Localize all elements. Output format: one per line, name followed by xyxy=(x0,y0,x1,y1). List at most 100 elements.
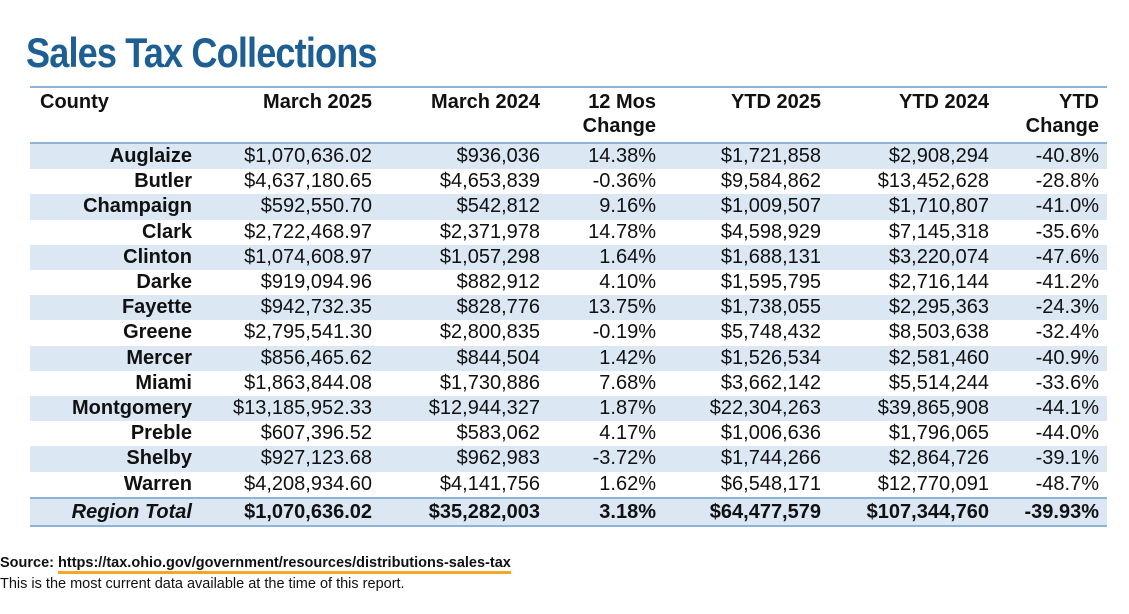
cell-march-2025: $4,637,180.65 xyxy=(200,169,380,195)
cell-march-2025: $1,074,608.97 xyxy=(200,244,380,271)
cell-county: Mercer xyxy=(30,345,200,371)
cell-ytd-2024: $12,770,091 xyxy=(829,471,997,498)
cell-ytd-2025: $1,721,858 xyxy=(664,143,829,170)
cell-ytd-change: -33.6% xyxy=(997,370,1107,397)
cell-12-mos-change: 7.68% xyxy=(548,370,664,397)
cell-ytd-2025: $9,584,862 xyxy=(664,169,829,195)
cell-ytd-2024: $5,514,244 xyxy=(829,370,997,397)
cell-march-2025: $4,208,934.60 xyxy=(200,471,380,498)
cell-ytd-2024: $7,145,318 xyxy=(829,219,997,245)
table-row: Auglaize $1,070,636.02 $936,036 14.38% $1,72… xyxy=(30,143,1107,170)
cell-march-2024: $2,800,835 xyxy=(380,320,548,346)
cell-ytd-2025: $1,526,534 xyxy=(664,345,829,371)
cell-march-2024: $962,983 xyxy=(380,446,548,472)
cell-county: Champaign xyxy=(30,194,200,220)
cell-march-2024: $12,944,327 xyxy=(380,396,548,422)
cell-ytd-change: -41.2% xyxy=(997,270,1107,296)
cell-12-mos-change: 14.38% xyxy=(548,143,664,170)
table-row: Darke $919,094.96 $882,912 4.10% $1,595,795 $… xyxy=(30,270,1107,296)
cell-march-2024: $542,812 xyxy=(380,194,548,220)
cell-ytd-change: -28.8% xyxy=(997,169,1107,195)
cell-march-2024: $882,912 xyxy=(380,270,548,296)
cell-march-2024: $2,371,978 xyxy=(380,219,548,245)
table-body: Auglaize $1,070,636.02 $936,036 14.38% $1,72… xyxy=(30,143,1107,498)
cell-march-2024: $828,776 xyxy=(380,295,548,321)
cell-march-2025: $856,465.62 xyxy=(200,345,380,371)
cell-12-mos-change: -0.36% xyxy=(548,169,664,195)
header-row: County March 2025 March 2024 12 Mos Chan… xyxy=(30,87,1107,143)
region-total-label: Region Total xyxy=(30,497,200,526)
cell-12-mos-change: 4.10% xyxy=(548,270,664,296)
column-header-12-mos-change: 12 Mos Change xyxy=(582,91,656,137)
cell-ytd-change: -40.8% xyxy=(997,143,1107,170)
cell-march-2025: $13,185,952.33 xyxy=(200,396,380,422)
cell-county: Greene xyxy=(30,320,200,346)
cell-march-2024: $844,504 xyxy=(380,345,548,371)
sales-tax-table-container: County March 2025 March 2024 12 Mos Chan… xyxy=(30,86,1107,527)
cell-county: Fayette xyxy=(30,295,200,321)
cell-march-2025: $927,123.68 xyxy=(200,446,380,472)
cell-ytd-change: -24.3% xyxy=(997,295,1107,321)
table-header: County March 2025 March 2024 12 Mos Chan… xyxy=(30,87,1107,143)
table-row: Fayette $942,732.35 $828,776 13.75% $1,738,0… xyxy=(30,295,1107,321)
cell-ytd-change: -44.0% xyxy=(997,421,1107,447)
column-header-ytd-2025: YTD 2025 xyxy=(730,91,821,113)
cell-ytd-2024: $3,220,074 xyxy=(829,244,997,271)
cell-ytd-change: -47.6% xyxy=(997,244,1107,271)
cell-ytd-change: -40.9% xyxy=(997,345,1107,371)
cell-12-mos-change: 4.17% xyxy=(548,421,664,447)
cell-12-mos-change: 13.75% xyxy=(548,295,664,321)
cell-march-2025: $592,550.70 xyxy=(200,194,380,220)
cell-ytd-2025: $5,748,432 xyxy=(664,320,829,346)
cell-march-2024: $583,062 xyxy=(380,421,548,447)
cell-march-2024: $1,730,886 xyxy=(380,370,548,397)
cell-ytd-2025: $1,738,055 xyxy=(664,295,829,321)
table-row: Preble $607,396.52 $583,062 4.17% $1,006,636… xyxy=(30,421,1107,447)
cell-march-2024: $1,057,298 xyxy=(380,244,548,271)
cell-ytd-2025: $1,688,131 xyxy=(664,244,829,271)
page-title: Sales Tax Collections xyxy=(26,29,377,76)
column-header-march-2024: March 2024 xyxy=(431,91,540,113)
cell-12-mos-change: 1.42% xyxy=(548,345,664,371)
cell-ytd-2025: $1,595,795 xyxy=(664,270,829,296)
table-row: Butler $4,637,180.65 $4,653,839 -0.36% $9,58… xyxy=(30,169,1107,195)
column-header-ytd-change: YTD Change xyxy=(1025,91,1099,137)
region-total-march-2024: $35,282,003 xyxy=(380,497,548,526)
cell-march-2024: $4,653,839 xyxy=(380,169,548,195)
cell-ytd-2024: $39,865,908 xyxy=(829,396,997,422)
column-header-march-2025: March 2025 xyxy=(263,91,372,113)
column-header-ytd-2024: YTD 2024 xyxy=(898,91,989,113)
cell-ytd-2025: $4,598,929 xyxy=(664,219,829,245)
source-link[interactable]: https://tax.ohio.gov/government/resource… xyxy=(58,555,511,574)
table-row: Shelby $927,123.68 $962,983 -3.72% $1,744,26… xyxy=(30,446,1107,472)
cell-ytd-change: -35.6% xyxy=(997,219,1107,245)
cell-ytd-2024: $2,295,363 xyxy=(829,295,997,321)
cell-ytd-2024: $13,452,628 xyxy=(829,169,997,195)
table-row: Greene $2,795,541.30 $2,800,835 -0.19% $5,74… xyxy=(30,320,1107,346)
cell-march-2024: $936,036 xyxy=(380,143,548,170)
cell-ytd-2025: $1,744,266 xyxy=(664,446,829,472)
region-total-ytd-change: -39.93% xyxy=(997,497,1107,526)
cell-ytd-2025: $22,304,263 xyxy=(664,396,829,422)
cell-ytd-change: -44.1% xyxy=(997,396,1107,422)
region-total-row: Region Total $1,070,636.02 $35,282,003 3… xyxy=(30,497,1107,526)
cell-ytd-2025: $1,009,507 xyxy=(664,194,829,220)
cell-march-2025: $1,070,636.02 xyxy=(200,143,380,170)
cell-ytd-change: -41.0% xyxy=(997,194,1107,220)
cell-ytd-2025: $1,006,636 xyxy=(664,421,829,447)
cell-12-mos-change: -0.19% xyxy=(548,320,664,346)
region-total-12-mos-change: 3.18% xyxy=(548,497,664,526)
cell-ytd-change: -39.1% xyxy=(997,446,1107,472)
table-row: Clinton $1,074,608.97 $1,057,298 1.64% $1,68… xyxy=(30,244,1107,271)
region-total-march-2025: $1,070,636.02 xyxy=(200,497,380,526)
cell-12-mos-change: -3.72% xyxy=(548,446,664,472)
table-row: Warren $4,208,934.60 $4,141,756 1.62% $6,548… xyxy=(30,471,1107,498)
cell-county: Clark xyxy=(30,219,200,245)
table-row: Clark $2,722,468.97 $2,371,978 14.78% $4,598… xyxy=(30,219,1107,245)
cell-12-mos-change: 14.78% xyxy=(548,219,664,245)
table-row: Mercer $856,465.62 $844,504 1.42% $1,526,534… xyxy=(30,345,1107,371)
cell-march-2025: $607,396.52 xyxy=(200,421,380,447)
table-row: Miami $1,863,844.08 $1,730,886 7.68% $3,662,… xyxy=(30,370,1107,397)
cell-county: Butler xyxy=(30,169,200,195)
cell-12-mos-change: 1.64% xyxy=(548,244,664,271)
